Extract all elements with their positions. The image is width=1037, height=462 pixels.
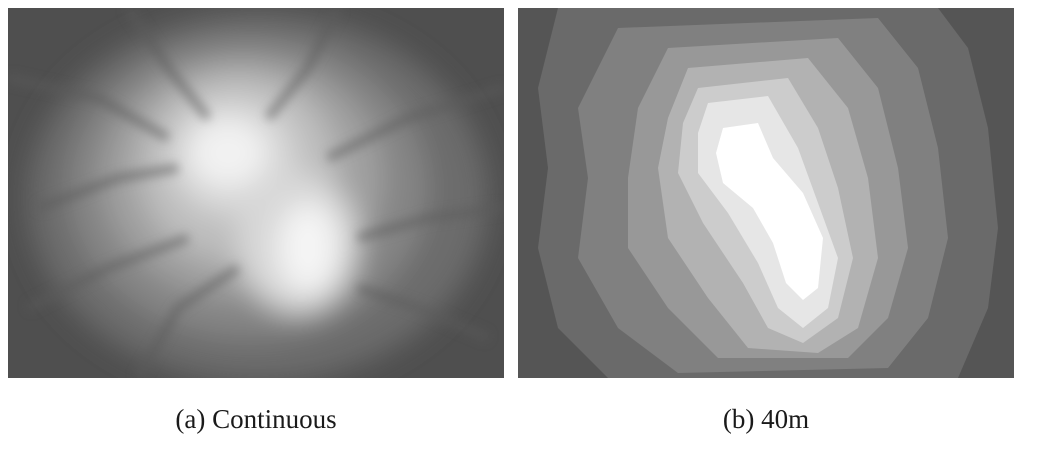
elevation-class-8 [716,123,823,300]
caption-continuous: (a) Continuous [175,404,337,434]
continuous-elevation-image [8,8,504,378]
caption-40m: (b) 40m [722,404,810,434]
classified-elevation-map [518,8,1014,378]
continuous-elevation-map [8,8,504,378]
classified-elevation-image [518,8,1014,378]
